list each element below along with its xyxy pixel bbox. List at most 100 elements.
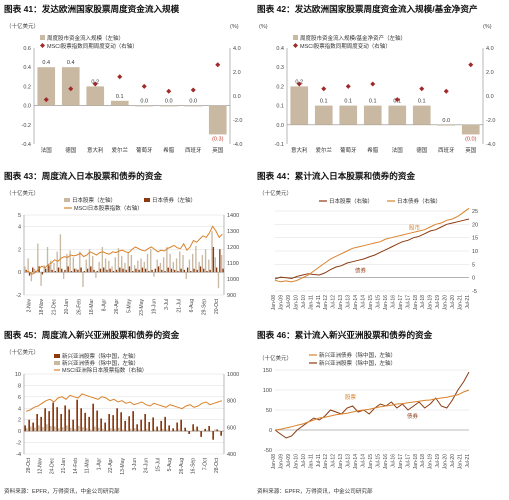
bar-bond bbox=[170, 268, 173, 273]
legend-entry: 周度股市资金流入规模/基金净资产（左轴） bbox=[300, 34, 406, 42]
y2-tick-label: -2.0 bbox=[233, 118, 242, 124]
x-tick-label: 26-Apr bbox=[114, 299, 120, 314]
y-tick-label: 100 bbox=[263, 388, 272, 394]
left-unit-label: （十亿美元） bbox=[6, 22, 39, 30]
bar-equity bbox=[136, 424, 138, 432]
bar-equity bbox=[28, 419, 30, 432]
bar-equity bbox=[179, 251, 181, 273]
bar-bond bbox=[41, 272, 44, 275]
bar-equity bbox=[114, 257, 116, 273]
legend-entry: 新兴亚洲债券（除中国，左轴） bbox=[62, 359, 139, 367]
bar-bond bbox=[174, 430, 176, 432]
bar bbox=[159, 105, 178, 107]
x-tick-label: Jul-13 bbox=[346, 454, 352, 468]
bar-data-label: 0.1 bbox=[418, 99, 426, 105]
x-tick-label: 5-May bbox=[126, 299, 132, 313]
bar-equity bbox=[40, 272, 42, 286]
bar-data-label: 0.1 bbox=[320, 99, 328, 105]
y-tick-label: -2 bbox=[16, 441, 21, 447]
bar-bond bbox=[77, 269, 79, 273]
x-tick-label: 18-Nov bbox=[39, 299, 45, 316]
x-tick-label: 29-Sep bbox=[201, 299, 207, 315]
y-tick-label: 5 bbox=[18, 213, 21, 219]
bar-bond bbox=[54, 426, 56, 432]
bar-equity bbox=[56, 407, 58, 432]
x-tick-label: Jul-11 bbox=[316, 295, 322, 308]
y-tick-label: -50 bbox=[264, 448, 272, 454]
left-unit-label: （十亿美元） bbox=[259, 354, 292, 362]
y-tick-label: -5 bbox=[472, 289, 477, 295]
x-tick-label: Jan-10 bbox=[293, 295, 299, 311]
bar-equity bbox=[156, 426, 158, 432]
bar-equity bbox=[43, 265, 45, 273]
y-tick-label: 0.1 bbox=[276, 104, 284, 110]
bar-bond bbox=[222, 430, 224, 432]
bar-bond bbox=[64, 269, 66, 273]
bar-equity bbox=[124, 263, 126, 273]
bar-bond bbox=[78, 426, 80, 432]
bar-equity bbox=[108, 414, 110, 432]
left-unit-label: （十亿美元） bbox=[6, 189, 39, 197]
x-tick-label: Jul-18 bbox=[420, 295, 426, 309]
bar-bond bbox=[98, 427, 100, 432]
bar-equity bbox=[92, 256, 94, 273]
bar-bond bbox=[202, 430, 204, 432]
legend-entry: 日本债券（右轴） bbox=[397, 197, 441, 205]
legend-entry: MSCI亚洲除日本股票指数（右轴） bbox=[62, 366, 147, 374]
bar-bond bbox=[218, 430, 220, 432]
bond-line bbox=[274, 389, 470, 431]
marker-point bbox=[190, 87, 196, 93]
x-tick-label: 3-Jun bbox=[132, 458, 138, 471]
bar-equity bbox=[180, 419, 182, 432]
marker-point bbox=[296, 81, 302, 87]
right-unit-label: (%) bbox=[483, 24, 492, 30]
bar-equity bbox=[46, 247, 49, 273]
marker-point bbox=[43, 97, 49, 103]
bar-equity bbox=[192, 424, 194, 432]
legend-entry: MSCI股票指数同期周度变动（右轴） bbox=[300, 42, 391, 50]
bar-equity bbox=[79, 251, 81, 273]
x-tick-label: 23-May bbox=[139, 299, 145, 316]
y-tick-label: 0.4 bbox=[23, 65, 31, 71]
bar-equity bbox=[185, 272, 187, 279]
bar-bond bbox=[74, 268, 76, 273]
bar-equity bbox=[72, 419, 74, 432]
bar-bond bbox=[106, 269, 108, 273]
x-tick-label: 26-Aug bbox=[179, 458, 185, 474]
bar-equity bbox=[100, 418, 102, 432]
bar-bond bbox=[57, 267, 60, 273]
y2-tick-label: -4.0 bbox=[233, 142, 242, 148]
x-tick-label: Jul-21 bbox=[465, 454, 471, 468]
x-tick-label: 28-Oct bbox=[214, 457, 220, 473]
bar-equity bbox=[140, 419, 142, 432]
bar-bond bbox=[157, 266, 160, 273]
x-tick-label: Jul-12 bbox=[331, 295, 337, 309]
marker-point bbox=[141, 83, 147, 89]
y2-tick-label: 4.0 bbox=[233, 46, 241, 52]
bar-bond bbox=[219, 249, 221, 273]
bar-equity bbox=[24, 266, 26, 273]
bar-equity bbox=[221, 255, 223, 273]
legend-entry: 日本债券（左轴） bbox=[152, 196, 196, 204]
x-tick-label: Jul-17 bbox=[405, 295, 411, 309]
bar-equity bbox=[66, 253, 68, 273]
y-tick-label: -0.4 bbox=[22, 142, 31, 148]
legend-entry: 新兴亚洲债券（除中国，左轴） bbox=[319, 351, 396, 359]
y2-tick-label: 1000 bbox=[227, 372, 239, 378]
bar-bond bbox=[154, 268, 156, 273]
bar-equity bbox=[95, 272, 97, 278]
bar-bond bbox=[214, 429, 216, 432]
marker-point bbox=[166, 88, 172, 94]
bar-equity bbox=[182, 255, 184, 273]
bar-equity bbox=[121, 256, 123, 273]
x-tick-label: Jul-20 bbox=[450, 454, 456, 468]
bar-bond bbox=[150, 430, 152, 432]
index-line bbox=[25, 393, 223, 412]
x-tick-label: Jul-21 bbox=[465, 295, 471, 309]
bar-equity bbox=[101, 247, 104, 273]
bar-equity bbox=[44, 408, 46, 432]
bar-data-label: (0.3) bbox=[212, 136, 223, 142]
left-unit-label: （十亿美元） bbox=[6, 348, 39, 356]
bar bbox=[314, 105, 333, 125]
